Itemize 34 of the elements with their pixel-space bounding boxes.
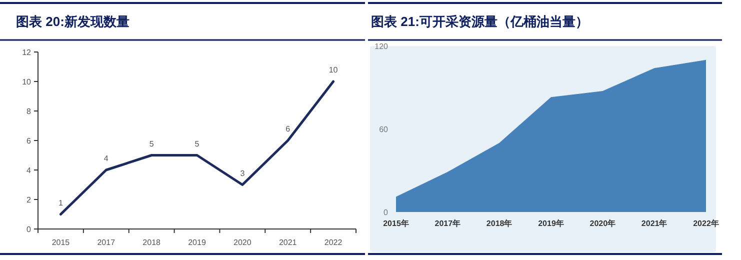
x-tick-label: 2019年 xyxy=(538,219,564,228)
x-tick-label: 2020年 xyxy=(590,219,616,228)
y-tick-label: 120 xyxy=(374,42,389,51)
y-tick-label: 6 xyxy=(26,136,32,146)
x-tick-label: 2021年 xyxy=(641,219,668,228)
y-tick-label: 12 xyxy=(22,48,32,57)
chart-title: 图表 21:可开采资源量（亿桶油当量） xyxy=(371,14,588,29)
y-tick-label: 4 xyxy=(26,166,32,175)
y-tick-label: 0 xyxy=(384,208,389,217)
data-label: 6 xyxy=(286,124,291,134)
x-tick-label: 2019 xyxy=(188,238,206,247)
x-tick-label: 2015年 xyxy=(383,219,409,228)
data-label: 5 xyxy=(149,139,154,148)
y-tick-label: 60 xyxy=(379,125,389,134)
x-tick-label: 2022 xyxy=(324,238,343,247)
x-tick-label: 2015 xyxy=(52,238,70,247)
data-label: 1 xyxy=(58,198,64,208)
data-label: 4 xyxy=(104,154,109,163)
x-tick-label: 2022年 xyxy=(693,219,719,228)
y-tick-label: 0 xyxy=(26,225,32,234)
x-tick-label: 2017 xyxy=(97,238,116,247)
data-label: 3 xyxy=(240,168,246,178)
data-label: 10 xyxy=(328,66,338,74)
y-tick-label: 10 xyxy=(22,78,32,86)
line-series xyxy=(59,80,335,216)
x-tick-label: 2020 xyxy=(234,238,252,247)
y-tick-label: 2 xyxy=(26,196,32,204)
chart-title: 图表 20:新发现数量 xyxy=(16,14,130,29)
y-tick-label: 8 xyxy=(26,107,32,116)
x-tick-label: 2018 xyxy=(142,238,162,247)
x-tick-label: 2021 xyxy=(278,238,298,247)
data-label: 5 xyxy=(194,139,200,148)
x-tick-label: 2017年 xyxy=(434,219,461,228)
x-tick-label: 2018年 xyxy=(486,219,512,228)
